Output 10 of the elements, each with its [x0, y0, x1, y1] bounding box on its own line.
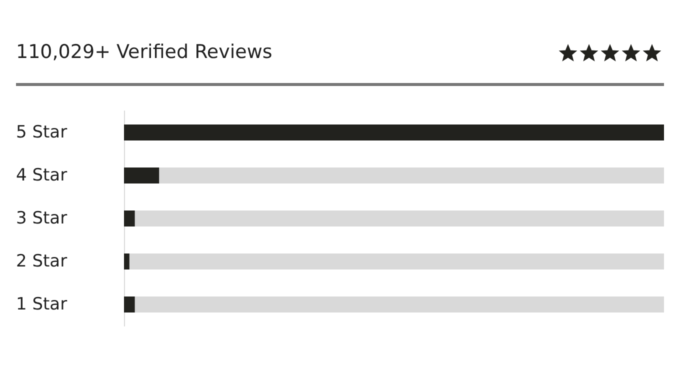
bar	[124, 296, 135, 312]
y-tick-label: 4 Star	[16, 166, 68, 186]
y-tick-label: 1 Star	[16, 294, 68, 314]
chart-title: 110,029+ Verified Reviews	[16, 40, 274, 65]
bar	[124, 168, 160, 184]
bar	[124, 210, 135, 226]
y-tick-label: 3 Star	[16, 208, 68, 228]
y-tick-label: 2 Star	[16, 252, 68, 272]
bar	[124, 254, 130, 270]
y-tick-label: 5 Star	[16, 122, 68, 142]
